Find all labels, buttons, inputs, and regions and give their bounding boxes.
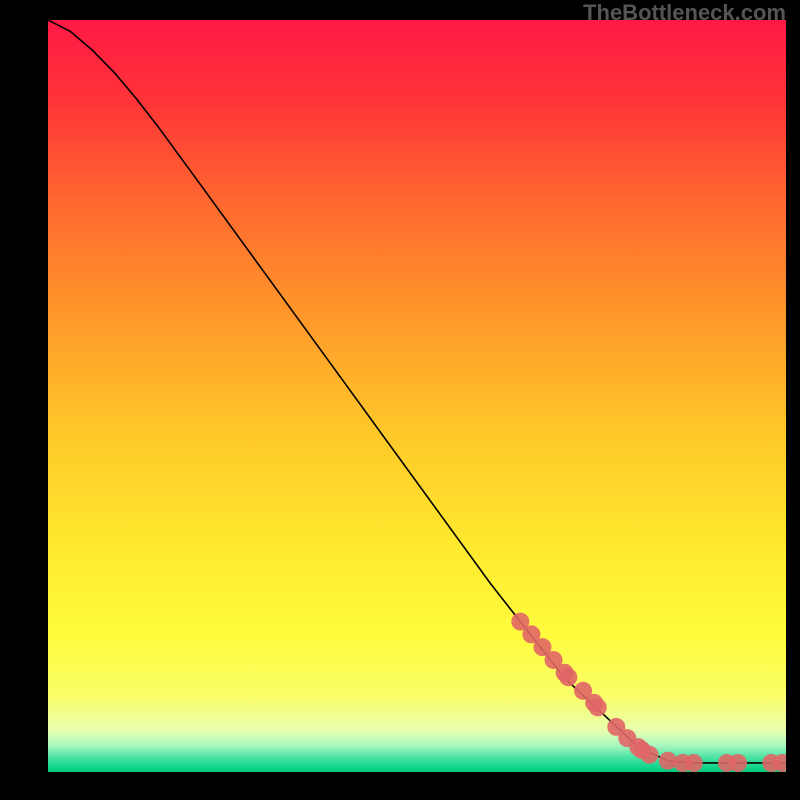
data-point-marker — [589, 698, 607, 716]
watermark-text: TheBottleneck.com — [583, 0, 786, 26]
bottleneck-curve — [48, 20, 786, 763]
data-point-marker — [729, 754, 747, 772]
plot-area — [48, 20, 786, 772]
data-point-marker — [559, 668, 577, 686]
curve-layer — [48, 20, 786, 772]
data-point-marker — [685, 754, 703, 772]
chart-frame: TheBottleneck.com — [0, 0, 800, 800]
data-point-marker — [640, 746, 658, 764]
